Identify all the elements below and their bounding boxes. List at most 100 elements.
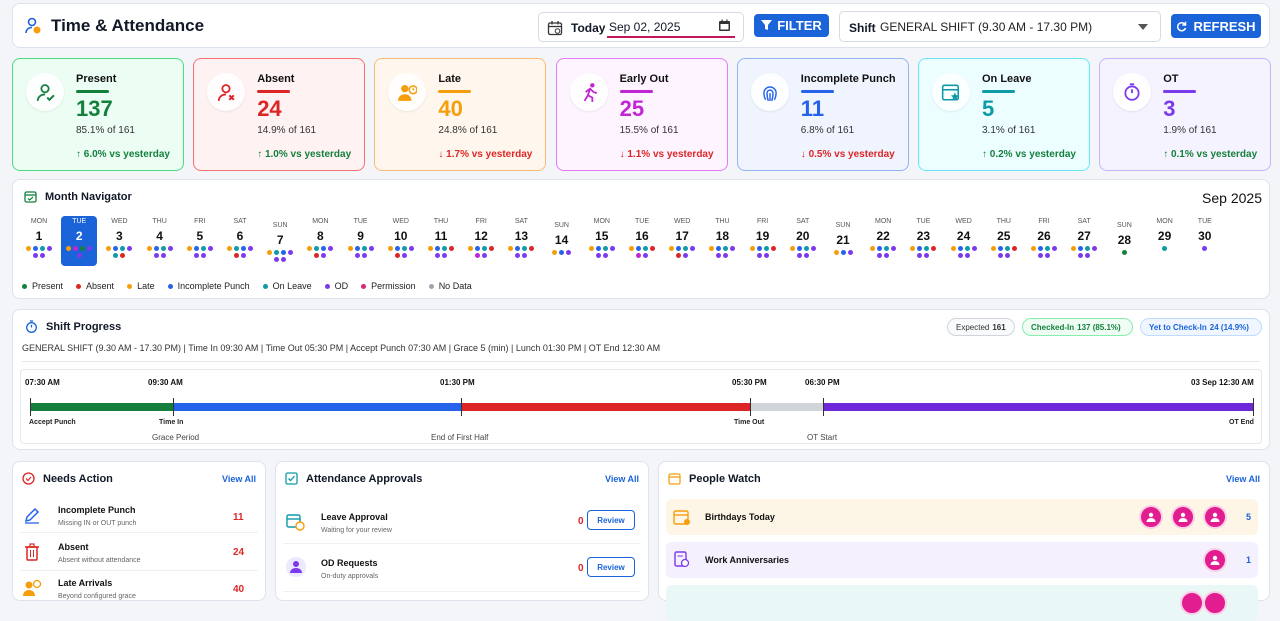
- fingerprint-icon: [762, 86, 777, 102]
- today-label[interactable]: Today: [571, 21, 606, 35]
- approval-row[interactable]: Leave Approval Waiting for your review 0…: [283, 498, 641, 544]
- stat-card-ot[interactable]: OT 3 1.9% of 161 ↑ 0.1% vs yesterday: [1099, 58, 1272, 171]
- status-dot: [877, 253, 883, 258]
- status-dot: [361, 253, 367, 258]
- status-dot: [877, 246, 883, 251]
- avatar[interactable]: [1171, 505, 1195, 529]
- day-cell[interactable]: FRI 12: [463, 216, 499, 266]
- approvals-view-all[interactable]: View All: [604, 474, 639, 484]
- timeline-label: Time Out: [734, 419, 765, 426]
- stat-trend: ↑ 0.2% vs yesterday: [982, 149, 1076, 160]
- people-watch-row[interactable]: [666, 585, 1258, 621]
- day-of-week: FRI: [475, 218, 487, 225]
- shift-select[interactable]: Shift GENERAL SHIFT (9.30 AM - 17.30 PM): [839, 11, 1161, 42]
- stat-card-absent[interactable]: Absent 24 14.9% of 161 ↑ 1.0% vs yesterday: [193, 58, 366, 171]
- day-cell[interactable]: MON 1: [21, 216, 57, 266]
- needs-action-row[interactable]: Incomplete Punch Missing IN or OUT punch…: [20, 498, 258, 533]
- day-of-week: MON: [1156, 218, 1173, 225]
- avatar[interactable]: [1203, 505, 1227, 529]
- approval-row[interactable]: OD Requests On-duty approvals 0 Review: [283, 546, 641, 592]
- birthdays-row[interactable]: Birthdays Today 5: [666, 499, 1258, 535]
- day-cell[interactable]: SUN 7: [262, 220, 298, 270]
- day-cell[interactable]: TUE 2: [61, 216, 98, 266]
- stat-card-present[interactable]: Present 137 85.1% of 161 ↑ 6.0% vs yesterda…: [12, 58, 184, 171]
- legend-item: Absent: [76, 281, 114, 291]
- stat-card-incomplete-punch[interactable]: Incomplete Punch 11 6.8% of 161 ↓ 0.5% vs y…: [736, 58, 909, 171]
- row-count: 5: [1245, 512, 1251, 522]
- status-dot: [957, 253, 963, 258]
- needs-action-view-all[interactable]: View All: [221, 474, 256, 484]
- day-cell[interactable]: SAT 13: [503, 216, 539, 266]
- day-cell[interactable]: SAT 27: [1066, 216, 1102, 266]
- day-status-dots: [347, 246, 374, 258]
- needs-action-row[interactable]: Late Arrivals Beyond configured grace 40: [20, 573, 258, 603]
- stat-underline: [257, 90, 291, 93]
- avatar[interactable]: [1203, 548, 1227, 572]
- status-dot: [749, 246, 755, 251]
- day-cell[interactable]: WED 17: [664, 216, 700, 266]
- review-button[interactable]: Review: [587, 557, 635, 577]
- day-cell[interactable]: MON 29: [1147, 216, 1183, 266]
- date-picker[interactable]: Today Sep 02, 2025: [538, 12, 744, 42]
- day-status-dots: [1031, 246, 1057, 258]
- day-cell[interactable]: TUE 30: [1187, 216, 1223, 266]
- day-cell[interactable]: TUE 9: [343, 216, 379, 266]
- day-status-dots: [830, 250, 856, 255]
- avatar[interactable]: [1203, 591, 1227, 615]
- stat-card-early-out[interactable]: Early Out 25 15.5% of 161 ↓ 1.1% vs yesterd…: [555, 58, 728, 171]
- status-dot: [917, 253, 923, 258]
- chevron-down-icon[interactable]: [1138, 24, 1148, 30]
- needs-action-row[interactable]: Absent Absent without attendance 24: [20, 535, 258, 571]
- day-cell[interactable]: THU 18: [704, 216, 740, 266]
- day-cell[interactable]: MON 22: [865, 216, 901, 266]
- people-watch-view-all[interactable]: View All: [1225, 474, 1260, 484]
- day-of-week: TUE: [916, 218, 931, 225]
- day-cell[interactable]: WED 10: [383, 216, 419, 266]
- stat-card-late[interactable]: Late 40 24.8% of 161 ↓ 1.7% vs yesterday: [374, 58, 547, 171]
- status-dot: [1038, 253, 1043, 258]
- yet-value: 24 (14.9%): [1209, 322, 1249, 332]
- status-dot: [588, 246, 594, 251]
- timeline-tick: [750, 398, 751, 416]
- date-input[interactable]: Sep 02, 2025: [607, 17, 735, 38]
- status-dot: [964, 253, 970, 258]
- day-cell[interactable]: SAT 6: [222, 216, 258, 266]
- avatar[interactable]: [1139, 505, 1163, 529]
- status-dot: [435, 253, 440, 258]
- day-cell[interactable]: THU 4: [142, 216, 178, 266]
- stat-card-on-leave[interactable]: On Leave 5 3.1% of 161 ↑ 0.2% vs yesterday: [918, 58, 1090, 171]
- day-cell[interactable]: TUE 16: [624, 216, 660, 266]
- day-cell[interactable]: FRI 19: [745, 216, 781, 266]
- day-cell[interactable]: WED 24: [946, 216, 982, 266]
- status-dot: [66, 246, 72, 251]
- review-button[interactable]: Review: [587, 510, 635, 530]
- avatar[interactable]: [1180, 591, 1204, 615]
- day-cell[interactable]: THU 25: [986, 216, 1022, 266]
- work-anniversaries-row[interactable]: Work Anniversaries 1: [666, 542, 1258, 578]
- day-cell[interactable]: SAT 20: [785, 216, 821, 266]
- status-dot: [723, 253, 729, 258]
- filter-button[interactable]: FILTER: [754, 14, 829, 37]
- day-cell[interactable]: MON 15: [584, 216, 620, 266]
- day-cell[interactable]: SUN 21: [825, 220, 861, 270]
- stat-icon-wrap: [1113, 73, 1152, 111]
- day-cell[interactable]: SUN 28: [1106, 220, 1142, 270]
- user-x-icon: [218, 84, 235, 101]
- day-cell[interactable]: FRI 26: [1026, 216, 1062, 266]
- status-dot: [1092, 246, 1098, 251]
- day-status-dots: [186, 246, 213, 258]
- day-cell[interactable]: SUN 14: [544, 220, 580, 270]
- award-icon: [674, 551, 690, 568]
- day-cell[interactable]: THU 11: [423, 216, 459, 266]
- status-dot: [160, 246, 166, 251]
- date-picker-icon[interactable]: [718, 19, 731, 32]
- status-dot: [763, 253, 769, 258]
- shift-value[interactable]: GENERAL SHIFT (9.30 AM - 17.30 PM): [880, 20, 1093, 34]
- status-dot: [723, 246, 729, 251]
- day-cell[interactable]: WED 3: [101, 216, 137, 266]
- day-cell[interactable]: MON 8: [302, 216, 338, 266]
- day-cell[interactable]: FRI 5: [182, 216, 218, 266]
- day-cell[interactable]: TUE 23: [905, 216, 941, 266]
- refresh-button[interactable]: REFRESH: [1171, 14, 1261, 38]
- status-dot: [167, 246, 173, 251]
